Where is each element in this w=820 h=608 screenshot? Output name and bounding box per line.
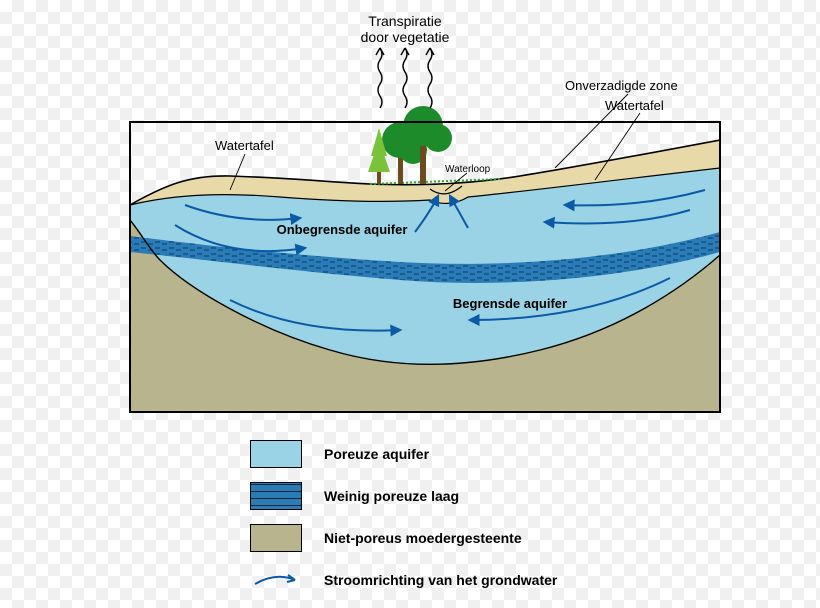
transpiration-arrows (376, 48, 434, 108)
legend-label-lowporous: Weinig poreuze laag (324, 488, 459, 504)
label-water-table-left: Watertafel (215, 138, 274, 153)
label-unconfined-aquifer: Onbegrensde aquifer (277, 222, 408, 237)
aquifer-cross-section-diagram: Transpiratie door vegetatie Onverzadigde… (0, 0, 820, 430)
legend-swatch-lowporous (250, 482, 302, 510)
label-confined-aquifer: Begrensde aquifer (453, 296, 567, 311)
trees (368, 106, 452, 184)
legend: Poreuze aquifer Weinig poreuze laag Niet… (250, 440, 557, 608)
legend-swatch-porous (250, 440, 302, 468)
label-transpiration-l2: door vegetatie (361, 29, 450, 45)
legend-label-flow: Stroomrichting van het grondwater (324, 572, 557, 588)
legend-item-porous: Poreuze aquifer (250, 440, 557, 468)
legend-swatch-bedrock (250, 524, 302, 552)
legend-item-lowporous: Weinig poreuze laag (250, 482, 557, 510)
legend-label-bedrock: Niet-poreus moedergesteente (324, 530, 522, 546)
legend-item-bedrock: Niet-poreus moedergesteente (250, 524, 557, 552)
legend-swatch-flow (250, 566, 302, 594)
legend-item-flow: Stroomrichting van het grondwater (250, 566, 557, 594)
label-water-table-right: Watertafel (605, 98, 664, 113)
label-watercourse: Waterloop (445, 164, 491, 175)
legend-label-porous: Poreuze aquifer (324, 446, 429, 462)
label-unsaturated-zone: Onverzadigde zone (565, 78, 678, 93)
label-transpiration-l1: Transpiratie (368, 13, 442, 29)
